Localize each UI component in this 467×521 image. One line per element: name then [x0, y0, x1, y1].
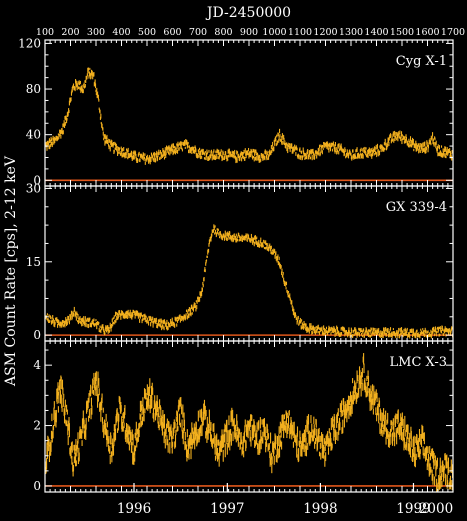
- panel-label: Cyg X-1: [396, 54, 447, 69]
- y-tick-label: 4: [33, 358, 41, 372]
- panels-group: 0 40 80 120 Cyg X-1 0 15 30 GX 339-4 0 2 4 LMC X-3: [18, 36, 454, 493]
- y-tick-label: 15: [26, 255, 41, 269]
- panel-2-data-points: [45, 224, 454, 339]
- panel-3: 0 2 4 LMC X-3: [33, 340, 454, 493]
- year-tick-label: 1997: [210, 501, 244, 517]
- panel-1: 0 40 80 120 Cyg X-1: [18, 36, 454, 187]
- year-tick-label: 2000: [419, 501, 453, 517]
- top-tick-label: 300: [87, 27, 105, 38]
- top-tick-label: 1100: [288, 27, 312, 38]
- top-tick-label: 700: [189, 27, 207, 38]
- y-tick-label: 0: [33, 328, 41, 342]
- year-tick-label: 1998: [303, 501, 337, 517]
- year-tick-label: 1999: [396, 501, 430, 517]
- year-tick-label: 1996: [117, 501, 151, 517]
- top-tick-label: 200: [61, 27, 79, 38]
- top-tick-label: 800: [214, 27, 232, 38]
- y-tick-label: 30: [26, 181, 41, 195]
- y-tick-label: 40: [26, 128, 41, 142]
- top-tick-label: 1500: [390, 27, 414, 38]
- top-tick-label: 600: [163, 27, 181, 38]
- top-tick-label: 500: [138, 27, 156, 38]
- top-tick-label: 100: [36, 27, 54, 38]
- panel-3-data-points: [45, 353, 454, 492]
- y-tick-label: 2: [33, 419, 41, 433]
- top-tick-label: 1200: [313, 27, 337, 38]
- panel-1-data-points: [45, 67, 454, 165]
- y-tick-label: 0: [33, 173, 41, 187]
- top-axis-ticks: 100 200 300 400 500 600 700 800 900 1000 1100 1200 1…: [36, 27, 465, 38]
- y-axis-label: ASM Count Rate [cps], 2-12 keV: [3, 155, 19, 387]
- top-tick-label: 400: [112, 27, 130, 38]
- top-axis-title: JD-2450000: [205, 5, 291, 21]
- y-tick-label: 120: [18, 36, 41, 50]
- top-tick-label: 900: [240, 27, 258, 38]
- top-tick-label: 1300: [339, 27, 363, 38]
- y-tick-label: 80: [26, 82, 41, 96]
- panel-label: GX 339-4: [386, 200, 447, 215]
- top-tick-label: 1600: [415, 27, 439, 38]
- top-tick-label: 1700: [441, 27, 465, 38]
- top-tick-label: 1400: [364, 27, 388, 38]
- panel-label: LMC X-3: [390, 355, 447, 370]
- y-tick-label: 0: [33, 479, 41, 493]
- top-tick-label: 1000: [262, 27, 286, 38]
